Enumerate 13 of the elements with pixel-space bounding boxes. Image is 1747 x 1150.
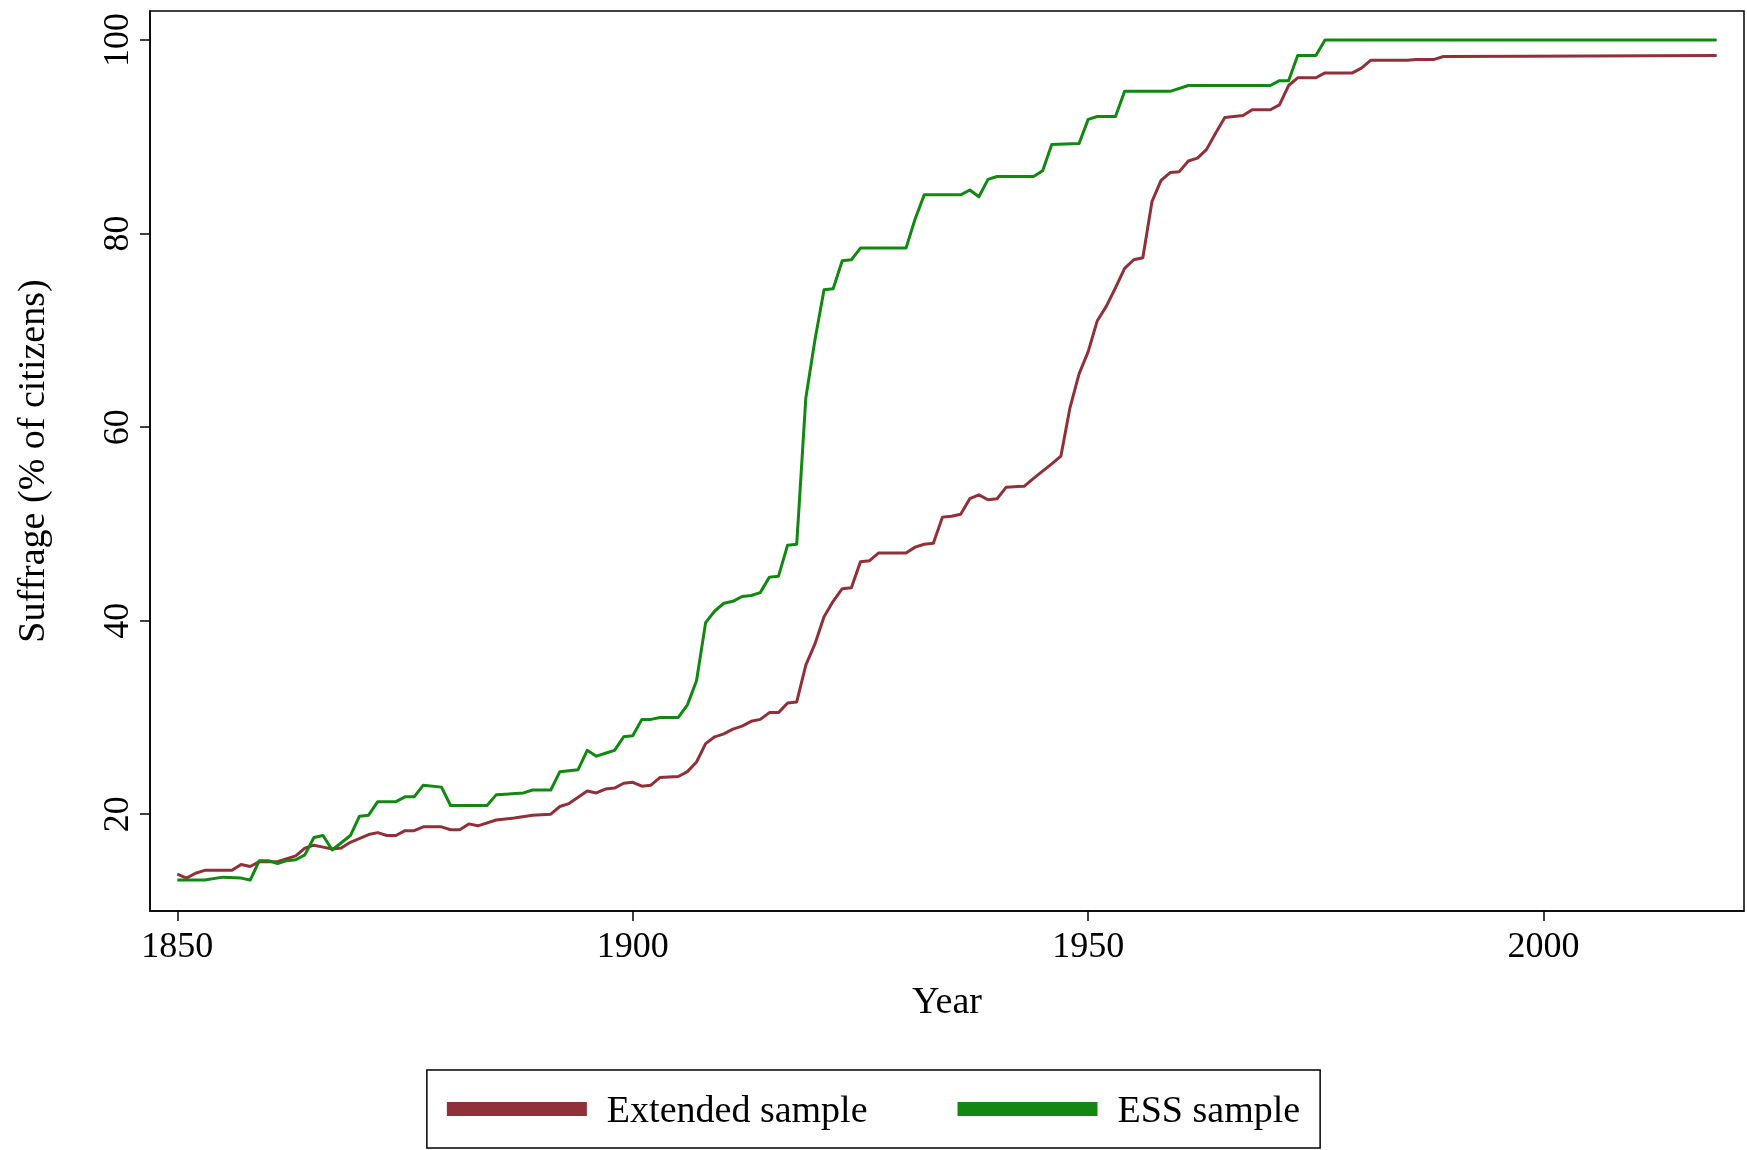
legend-label: Extended sample bbox=[606, 1088, 868, 1130]
y-tick-label: 80 bbox=[96, 215, 136, 252]
y-tick-label: 100 bbox=[96, 13, 136, 68]
x-tick-label: 1900 bbox=[596, 925, 669, 965]
y-tick-label: 40 bbox=[96, 602, 136, 639]
x-tick-label: 1950 bbox=[1052, 925, 1125, 965]
x-tick-label: 1850 bbox=[141, 925, 214, 965]
y-tick-label: 20 bbox=[96, 796, 136, 833]
y-axis-title: Suffrage (% of citizens) bbox=[10, 279, 53, 643]
x-axis-title: Year bbox=[911, 979, 983, 1021]
y-tick-label: 60 bbox=[96, 409, 136, 446]
legend-label: ESS sample bbox=[1117, 1088, 1301, 1130]
x-tick-label: 2000 bbox=[1507, 925, 1580, 965]
